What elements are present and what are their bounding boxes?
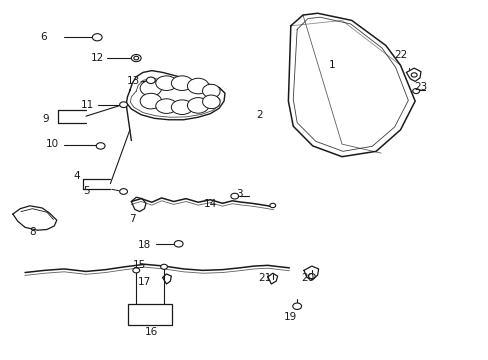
Text: 18: 18 bbox=[138, 239, 151, 249]
Ellipse shape bbox=[156, 76, 177, 90]
Text: 6: 6 bbox=[40, 32, 47, 41]
Text: 8: 8 bbox=[29, 227, 36, 237]
Circle shape bbox=[146, 77, 155, 84]
Text: 12: 12 bbox=[90, 53, 103, 63]
Text: 15: 15 bbox=[133, 260, 146, 270]
Ellipse shape bbox=[171, 100, 192, 114]
Text: 20: 20 bbox=[301, 273, 314, 283]
Circle shape bbox=[92, 34, 102, 41]
Circle shape bbox=[308, 274, 315, 279]
Circle shape bbox=[174, 240, 183, 247]
Circle shape bbox=[120, 102, 127, 108]
Text: 4: 4 bbox=[73, 171, 80, 181]
Text: 14: 14 bbox=[203, 199, 217, 210]
Text: 9: 9 bbox=[42, 114, 49, 124]
Ellipse shape bbox=[156, 99, 177, 113]
Ellipse shape bbox=[140, 80, 161, 96]
Text: 13: 13 bbox=[126, 76, 140, 86]
Text: 7: 7 bbox=[129, 215, 135, 224]
Circle shape bbox=[292, 303, 301, 310]
Ellipse shape bbox=[202, 84, 220, 98]
Circle shape bbox=[120, 189, 127, 194]
Ellipse shape bbox=[202, 95, 220, 109]
Circle shape bbox=[131, 54, 141, 62]
Circle shape bbox=[160, 264, 167, 269]
Ellipse shape bbox=[187, 98, 208, 113]
Circle shape bbox=[269, 203, 275, 208]
Text: 22: 22 bbox=[393, 50, 407, 60]
Circle shape bbox=[133, 268, 140, 273]
Text: 23: 23 bbox=[413, 82, 427, 93]
Text: 16: 16 bbox=[145, 327, 158, 337]
Text: 21: 21 bbox=[258, 273, 271, 283]
Circle shape bbox=[412, 89, 419, 94]
Text: 2: 2 bbox=[255, 111, 262, 121]
Text: 19: 19 bbox=[284, 312, 297, 322]
Text: 1: 1 bbox=[328, 60, 335, 70]
Circle shape bbox=[230, 193, 238, 199]
Text: 3: 3 bbox=[236, 189, 243, 199]
Text: 17: 17 bbox=[138, 277, 151, 287]
Ellipse shape bbox=[171, 76, 192, 90]
Circle shape bbox=[96, 143, 105, 149]
Text: 10: 10 bbox=[46, 139, 60, 149]
Ellipse shape bbox=[140, 93, 161, 109]
Circle shape bbox=[410, 73, 416, 77]
Text: 5: 5 bbox=[82, 186, 89, 197]
Circle shape bbox=[134, 56, 139, 60]
Ellipse shape bbox=[187, 78, 208, 94]
Text: 11: 11 bbox=[81, 100, 94, 110]
